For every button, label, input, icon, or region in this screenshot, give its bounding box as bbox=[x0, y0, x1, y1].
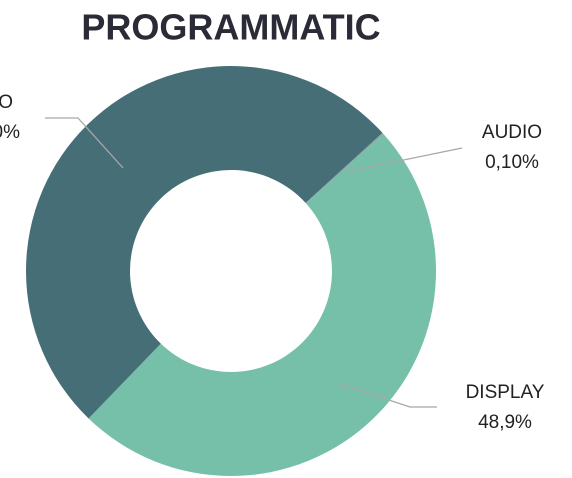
category-label: DISPLAY bbox=[466, 382, 545, 403]
chart-title: PROGRAMMATIC bbox=[81, 7, 380, 48]
donut-segment bbox=[305, 132, 384, 204]
category-label: VIDEO bbox=[0, 92, 13, 113]
value-label: 51,0% bbox=[0, 122, 20, 143]
value-label: 48,9% bbox=[478, 412, 532, 433]
value-label: 0,10% bbox=[485, 152, 539, 173]
leader-line bbox=[45, 117, 124, 169]
leader-line bbox=[344, 147, 463, 173]
donut-segment bbox=[88, 133, 436, 476]
leader-line bbox=[336, 382, 437, 408]
donut-segment bbox=[25, 65, 383, 419]
category-label: AUDIO bbox=[482, 122, 542, 143]
